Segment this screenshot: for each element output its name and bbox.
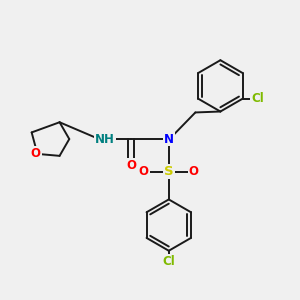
Text: Cl: Cl [162, 255, 175, 268]
Text: O: O [139, 165, 149, 178]
Text: O: O [31, 147, 41, 161]
Text: N: N [164, 133, 174, 146]
Text: Cl: Cl [251, 92, 264, 105]
Text: O: O [126, 159, 136, 172]
Text: S: S [164, 165, 174, 178]
Text: NH: NH [95, 133, 115, 146]
Text: O: O [189, 165, 199, 178]
